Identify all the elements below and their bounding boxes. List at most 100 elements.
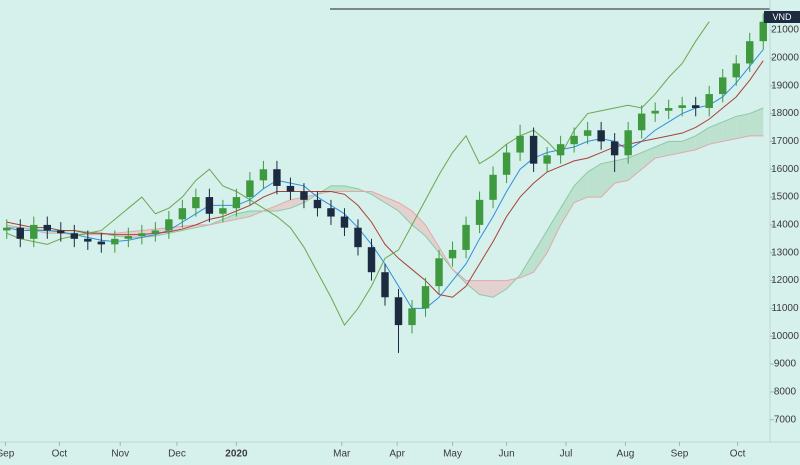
x-tick-label: Aug bbox=[617, 449, 635, 460]
x-tick-label: Dec bbox=[168, 449, 186, 460]
cloud-fill bbox=[479, 280, 494, 298]
y-tick-label: 7000 bbox=[774, 414, 797, 425]
candle-body bbox=[394, 297, 403, 326]
candle-body bbox=[448, 249, 457, 259]
cloud-fill bbox=[601, 160, 615, 198]
cloud-fill bbox=[574, 172, 588, 203]
x-tick-label: Oct bbox=[52, 449, 68, 460]
cloud-fill bbox=[695, 127, 710, 150]
candle-body bbox=[192, 197, 200, 209]
cloud-fill bbox=[466, 280, 480, 295]
candle-body bbox=[354, 227, 362, 248]
cloud-fill bbox=[560, 185, 575, 225]
candle-body bbox=[516, 135, 524, 153]
cloud-fill bbox=[398, 202, 413, 225]
y-tick-label: 19000 bbox=[771, 80, 799, 91]
cloud-fill bbox=[330, 185, 345, 192]
cloud-fill bbox=[722, 116, 737, 142]
cloud-fill bbox=[425, 224, 440, 253]
y-tick-label: 11000 bbox=[771, 303, 799, 314]
candle-body bbox=[529, 135, 538, 164]
cloud-fill bbox=[276, 199, 291, 211]
cloud-fill bbox=[547, 208, 561, 253]
cloud-fill bbox=[668, 141, 683, 156]
x-tick-label: Sep bbox=[671, 449, 689, 460]
candle-body bbox=[111, 238, 119, 245]
candle-body bbox=[273, 169, 281, 186]
span-a-line bbox=[6, 107, 764, 298]
candle-body bbox=[719, 77, 727, 95]
candle-body bbox=[664, 107, 673, 111]
candle-body bbox=[138, 233, 146, 237]
candle-body bbox=[570, 135, 578, 145]
indicator-line bbox=[6, 60, 764, 298]
candle-body bbox=[30, 224, 38, 239]
x-tick-label: Mar bbox=[333, 449, 351, 460]
candle-body bbox=[746, 41, 754, 64]
cloud-fill bbox=[709, 121, 723, 145]
candle-body bbox=[178, 208, 187, 220]
x-tick-label: Jun bbox=[499, 449, 515, 460]
x-tick-label: Apr bbox=[389, 449, 405, 460]
candle-body bbox=[705, 94, 713, 108]
y-tick-label: 20000 bbox=[771, 53, 799, 64]
y-tick-label: 17000 bbox=[771, 136, 799, 147]
candle-body bbox=[759, 21, 767, 42]
candle-body bbox=[637, 113, 646, 131]
candle-body bbox=[610, 141, 619, 156]
y-tick-label: 13000 bbox=[771, 247, 799, 258]
y-tick-label: 10000 bbox=[771, 331, 799, 342]
y-tick-label: 9000 bbox=[774, 359, 797, 370]
candle-body bbox=[70, 233, 79, 239]
candle-body bbox=[246, 180, 254, 198]
candle-body bbox=[408, 308, 416, 326]
candle-body bbox=[57, 230, 65, 234]
candle-body bbox=[597, 130, 605, 142]
plot-layer bbox=[3, 13, 767, 353]
candle-body bbox=[313, 199, 322, 209]
candle-body bbox=[3, 227, 11, 231]
candle-body bbox=[678, 105, 686, 108]
candle-body bbox=[84, 238, 92, 242]
candle-body bbox=[732, 63, 740, 78]
y-tick-label: 21000 bbox=[771, 25, 799, 36]
cloud-fill bbox=[749, 107, 764, 136]
cloud-fill bbox=[371, 191, 385, 203]
cloud-fill bbox=[412, 210, 426, 237]
candle-body bbox=[556, 144, 565, 156]
candle-body bbox=[165, 219, 173, 231]
candle-body bbox=[421, 286, 430, 309]
cloud-fill bbox=[493, 280, 507, 298]
candle-body bbox=[367, 247, 376, 273]
y-tick-label: 16000 bbox=[771, 164, 799, 175]
y-tick-label: 14000 bbox=[771, 220, 799, 231]
candle-body bbox=[151, 230, 160, 234]
candle-body bbox=[219, 208, 227, 214]
cloud-fill bbox=[344, 185, 358, 192]
candle-body bbox=[475, 199, 484, 225]
currency-label: VND bbox=[772, 12, 792, 22]
candle-body bbox=[300, 191, 308, 200]
y-tick-label: 8000 bbox=[774, 387, 797, 398]
candle-body bbox=[124, 236, 133, 239]
span-b-line bbox=[6, 135, 764, 282]
cloud-fill bbox=[614, 158, 629, 184]
x-tick-label: Nov bbox=[111, 449, 129, 460]
candle-body bbox=[489, 174, 497, 200]
candle-body bbox=[43, 224, 51, 231]
cloud-fill bbox=[736, 113, 750, 139]
candle-body bbox=[502, 152, 511, 175]
indicator-line bbox=[6, 21, 710, 327]
x-tick-label: Jul bbox=[560, 449, 573, 460]
cloud-fill bbox=[533, 230, 548, 273]
candle-body bbox=[259, 169, 268, 181]
x-tick-label: Sep bbox=[0, 449, 15, 460]
candle-body bbox=[205, 197, 214, 214]
candle-body bbox=[232, 197, 241, 209]
candle-body bbox=[651, 110, 659, 114]
candle-body bbox=[543, 155, 551, 164]
y-tick-label: 12000 bbox=[771, 275, 799, 286]
candle-body bbox=[16, 227, 24, 239]
candle-body bbox=[327, 208, 335, 217]
